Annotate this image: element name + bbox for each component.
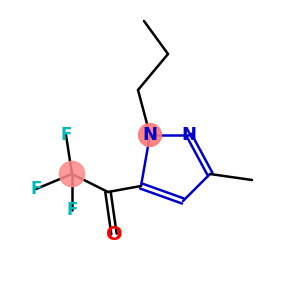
- Text: F: F: [66, 201, 78, 219]
- Text: N: N: [142, 126, 158, 144]
- Text: F: F: [30, 180, 42, 198]
- Text: O: O: [106, 224, 122, 244]
- Text: N: N: [182, 126, 196, 144]
- Text: F: F: [60, 126, 72, 144]
- Circle shape: [59, 161, 85, 187]
- Circle shape: [139, 124, 161, 146]
